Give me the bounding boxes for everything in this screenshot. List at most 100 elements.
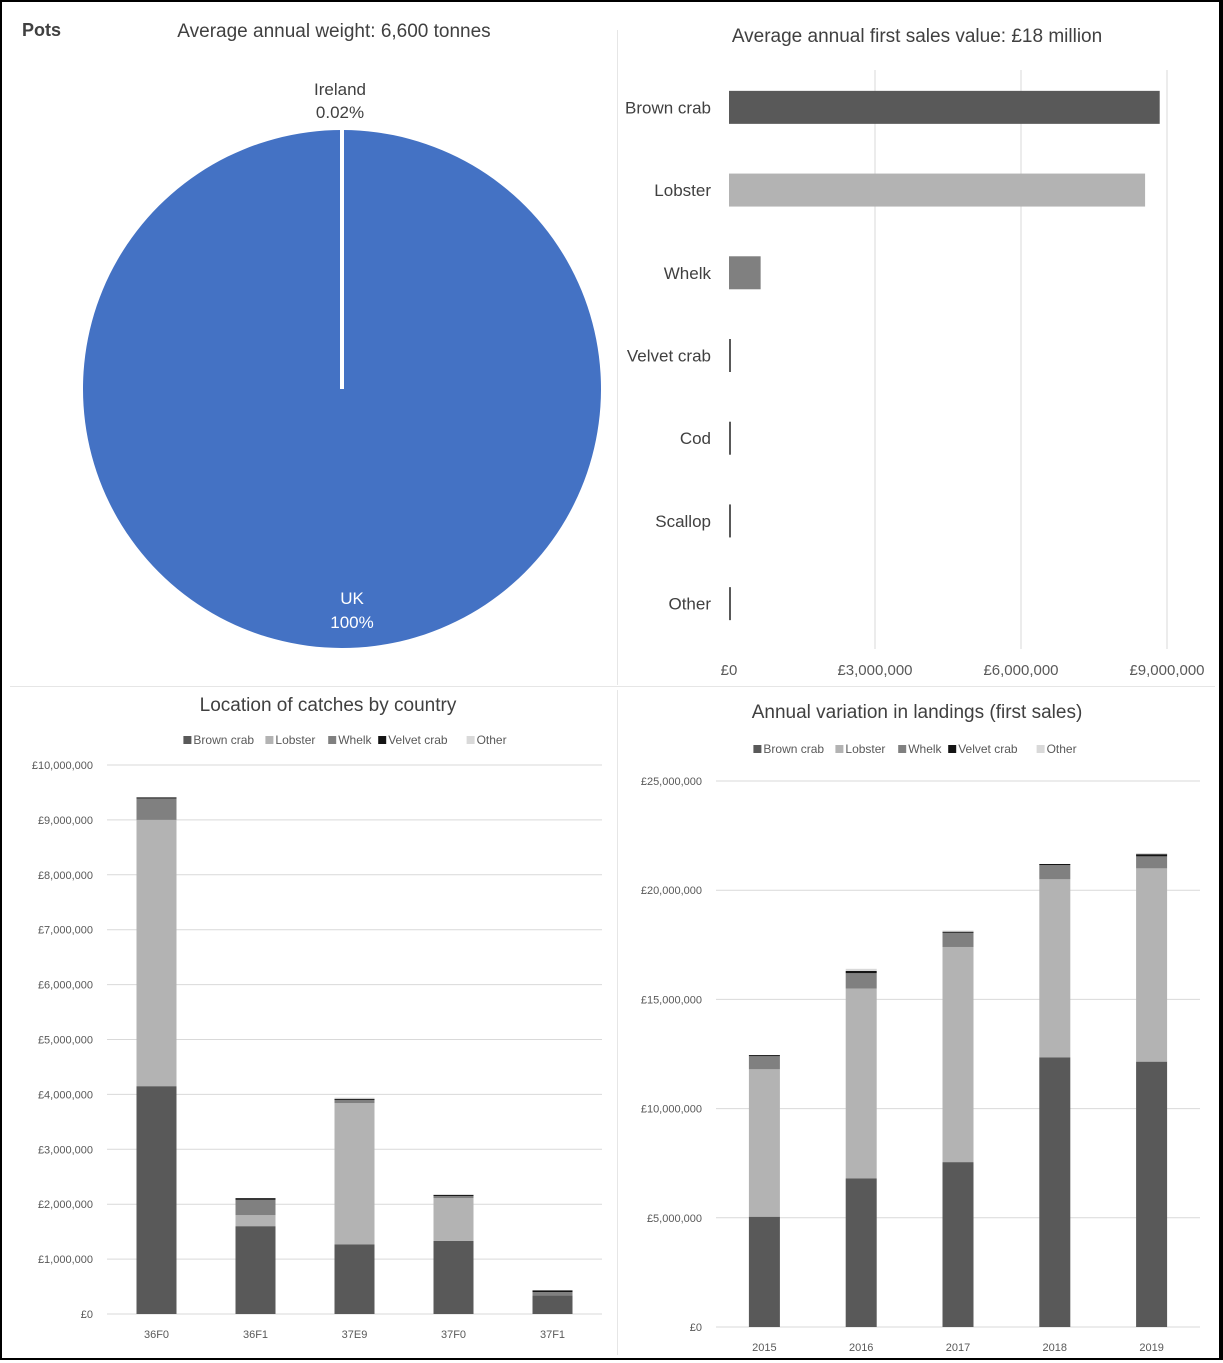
location-y-tick-label: £2,000,000 — [38, 1199, 93, 1211]
hbar-title: Average annual first sales value: £18 mi… — [732, 26, 1102, 47]
annual-bar-2018-brown-crab — [1039, 1057, 1071, 1327]
hbar-bar-scallop — [729, 504, 731, 538]
annual-bar-2018-lobster — [1039, 879, 1071, 1058]
location-y-tick-label: £8,000,000 — [38, 870, 93, 882]
hbar-x-tick-label: £6,000,000 — [983, 662, 1058, 679]
hbar-category-label: Scallop — [655, 512, 711, 531]
annual-title: Annual variation in landings (first sale… — [752, 702, 1083, 723]
pie-title: Average annual weight: 6,600 tonnes — [177, 21, 490, 42]
location-bar-37f0-whelk — [433, 1195, 474, 1199]
panel-divider-vertical — [617, 30, 618, 685]
annual-legend-swatch-brown-crab — [753, 745, 762, 753]
location-y-tick-label: £5,000,000 — [38, 1035, 93, 1047]
annual-x-tick-label: 2016 — [849, 1342, 873, 1354]
location-legend-swatch-velvet-crab — [378, 736, 387, 744]
annual-bar-2019-lobster — [1136, 868, 1168, 1062]
annual-bar-2019-whelk — [1136, 856, 1168, 869]
location-bar-36f1-velvet-crab — [235, 1198, 276, 1200]
hbar-bar-whelk — [729, 256, 761, 290]
panel-divider-horizontal — [10, 686, 1215, 687]
pie-label-ireland-value: 0.02% — [316, 103, 364, 122]
annual-legend-label: Brown crab — [763, 742, 824, 756]
location-x-tick-label: 36F0 — [144, 1329, 169, 1341]
annual-bar-2016-lobster — [845, 988, 877, 1179]
section-label: Pots — [22, 20, 62, 40]
location-x-tick-label: 37F0 — [441, 1329, 466, 1341]
annual-legend-label: Whelk — [908, 742, 942, 756]
hbar-x-tick-label: £3,000,000 — [837, 662, 912, 679]
pie-label-uk-value: 100% — [330, 613, 373, 632]
location-legend-swatch-brown-crab — [183, 736, 192, 744]
annual-legend-label: Other — [1047, 742, 1077, 756]
annual-bar-2017-other — [942, 930, 974, 932]
annual-bar-2015-velvet-crab — [748, 1055, 780, 1057]
location-bar-37f1-brown-crab — [532, 1295, 573, 1314]
location-panel: Location of catches by country £0 £1,000,… — [2, 687, 614, 1358]
location-bar-36f0-lobster — [136, 819, 177, 1087]
location-bar-37e9-lobster — [334, 1103, 375, 1245]
annual-bar-2019-other — [1136, 853, 1168, 855]
location-bar-37f0-brown-crab — [433, 1240, 474, 1314]
hbar-bar-brown-crab — [729, 90, 1160, 124]
annual-y-tick-label: £5,000,000 — [647, 1213, 702, 1225]
location-x-tick-label: 37F1 — [540, 1329, 565, 1341]
annual-bar-2016-brown-crab — [845, 1178, 877, 1327]
location-bar-36f1-brown-crab — [235, 1226, 276, 1314]
hbar-category-label: Whelk — [664, 264, 712, 283]
location-legend-label: Lobster — [275, 733, 315, 747]
annual-bar-2017-velvet-crab — [942, 931, 974, 933]
annual-bar-2015-lobster — [748, 1069, 780, 1217]
annual-legend-swatch-whelk — [898, 745, 907, 753]
location-bar-37e9-brown-crab — [334, 1244, 375, 1314]
annual-legend-label: Lobster — [845, 742, 885, 756]
annual-bar-2016-velvet-crab — [845, 971, 877, 974]
annual-y-tick-label: £25,000,000 — [641, 776, 702, 788]
location-bar-36f1-whelk — [235, 1199, 276, 1216]
hbar-panel: Average annual first sales value: £18 mi… — [614, 2, 1217, 685]
annual-panel: Annual variation in landings (first sale… — [618, 687, 1218, 1358]
location-legend-label: Whelk — [338, 733, 372, 747]
hbar-category-label: Cod — [680, 429, 711, 448]
location-bar-37e9-velvet-crab — [334, 1098, 375, 1100]
location-legend-swatch-whelk — [328, 736, 337, 744]
location-y-tick-label: £0 — [81, 1309, 93, 1321]
annual-bar-2019-brown-crab — [1136, 1061, 1168, 1327]
location-y-tick-label: £6,000,000 — [38, 980, 93, 992]
location-title: Location of catches by country — [200, 695, 457, 716]
annual-y-tick-label: £10,000,000 — [641, 1104, 702, 1116]
annual-legend-swatch-velvet-crab — [948, 745, 957, 753]
location-bar-37e9-other — [334, 1097, 375, 1099]
hbar-x-tick-label: £0 — [721, 662, 738, 679]
annual-y-tick-label: £15,000,000 — [641, 994, 702, 1006]
hbar-bar-other — [729, 587, 731, 621]
location-bar-37e9-whelk — [334, 1099, 375, 1104]
annual-x-tick-label: 2017 — [946, 1342, 970, 1354]
location-y-tick-label: £7,000,000 — [38, 925, 93, 937]
location-legend-label: Brown crab — [193, 733, 254, 747]
annual-legend-swatch-lobster — [835, 745, 844, 753]
location-y-tick-label: £4,000,000 — [38, 1089, 93, 1101]
hbar-category-label: Velvet crab — [627, 347, 711, 366]
panel-divider-vertical-bottom — [617, 690, 618, 1355]
hbar-category-label: Lobster — [654, 181, 711, 200]
pie-panel: Pots Average annual weight: 6,600 tonnes… — [2, 2, 614, 685]
annual-legend-label: Velvet crab — [958, 742, 1018, 756]
location-x-tick-label: 36F1 — [243, 1329, 268, 1341]
annual-bar-2017-brown-crab — [942, 1162, 974, 1327]
hbar-x-tick-label: £9,000,000 — [1129, 662, 1204, 679]
pie-label-uk-name: UK — [340, 589, 364, 608]
location-bar-36f0-brown-crab — [136, 1086, 177, 1314]
hbar-bar-velvet-crab — [729, 339, 731, 372]
annual-bar-2015-whelk — [748, 1056, 780, 1070]
annual-x-tick-label: 2019 — [1139, 1342, 1163, 1354]
annual-y-tick-label: £0 — [690, 1322, 702, 1334]
annual-x-tick-label: 2015 — [752, 1342, 776, 1354]
location-bar-36f0-whelk — [136, 797, 177, 820]
annual-bar-2017-lobster — [942, 946, 974, 1163]
location-bar-37f1-velvet-crab — [532, 1290, 573, 1293]
location-y-tick-label: £3,000,000 — [38, 1144, 93, 1156]
location-legend-label: Other — [477, 733, 507, 747]
location-bar-36f0-velvet-crab — [136, 797, 177, 799]
annual-y-tick-label: £20,000,000 — [641, 885, 702, 897]
